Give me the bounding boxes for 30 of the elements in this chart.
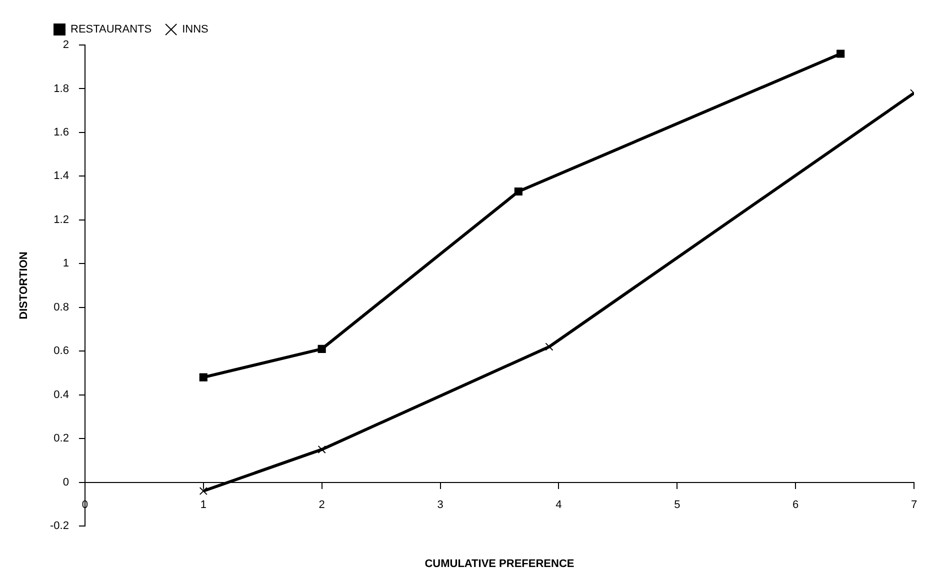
y-tick-label: 0.6 (54, 345, 69, 358)
y-tick-label: 1 (62, 258, 69, 270)
y-tick-label: 1.4 (54, 170, 69, 182)
legend-label: INNS (182, 24, 208, 36)
y-tick-label: 0.4 (54, 388, 69, 401)
y-tick-label: 0 (62, 476, 69, 488)
x-tick-label: 5 (674, 498, 680, 511)
y-tick-label: 0.2 (54, 432, 69, 445)
y-tick-label: 1.2 (54, 214, 69, 226)
point (318, 445, 326, 454)
x-tick-label: 7 (910, 498, 918, 511)
y-tick-label: 1.6 (54, 126, 69, 138)
x-tick-label: 6 (792, 498, 799, 511)
legend-label: RESTAURANTS (70, 24, 152, 36)
point (199, 486, 208, 496)
point (199, 373, 208, 382)
x-axis-title: CUMULATIVE PREFERENCE (424, 558, 574, 570)
y-tick-label: 0.8 (54, 301, 69, 314)
y-axis-title: DISTORTION (18, 252, 30, 320)
point (836, 50, 845, 58)
point (318, 344, 326, 353)
y-tick-label: -0.2 (50, 520, 69, 532)
y-tick-label: 1.8 (54, 82, 69, 95)
point (514, 187, 522, 196)
x-tick-label: 1 (200, 498, 206, 511)
x-tick-label: 2 (318, 498, 325, 511)
point (545, 342, 554, 351)
x-tick-label: 3 (437, 498, 444, 511)
y-tick-label: 2 (62, 39, 69, 52)
x-tick-label: 4 (556, 498, 562, 511)
